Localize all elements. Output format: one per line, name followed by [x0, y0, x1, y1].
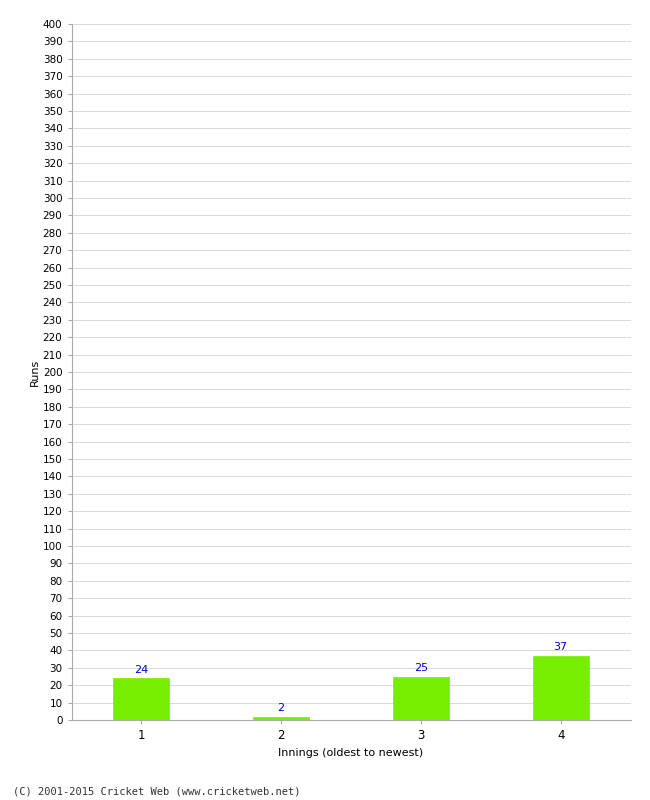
Bar — [114, 678, 169, 720]
Text: 2: 2 — [278, 703, 285, 713]
Text: 25: 25 — [414, 663, 428, 673]
X-axis label: Innings (oldest to newest): Innings (oldest to newest) — [278, 747, 424, 758]
Bar — [254, 717, 309, 720]
Text: (C) 2001-2015 Cricket Web (www.cricketweb.net): (C) 2001-2015 Cricket Web (www.cricketwe… — [13, 786, 300, 796]
Y-axis label: Runs: Runs — [30, 358, 40, 386]
Bar — [393, 677, 448, 720]
Text: 37: 37 — [554, 642, 567, 652]
Text: 24: 24 — [135, 665, 148, 674]
Bar — [532, 656, 588, 720]
